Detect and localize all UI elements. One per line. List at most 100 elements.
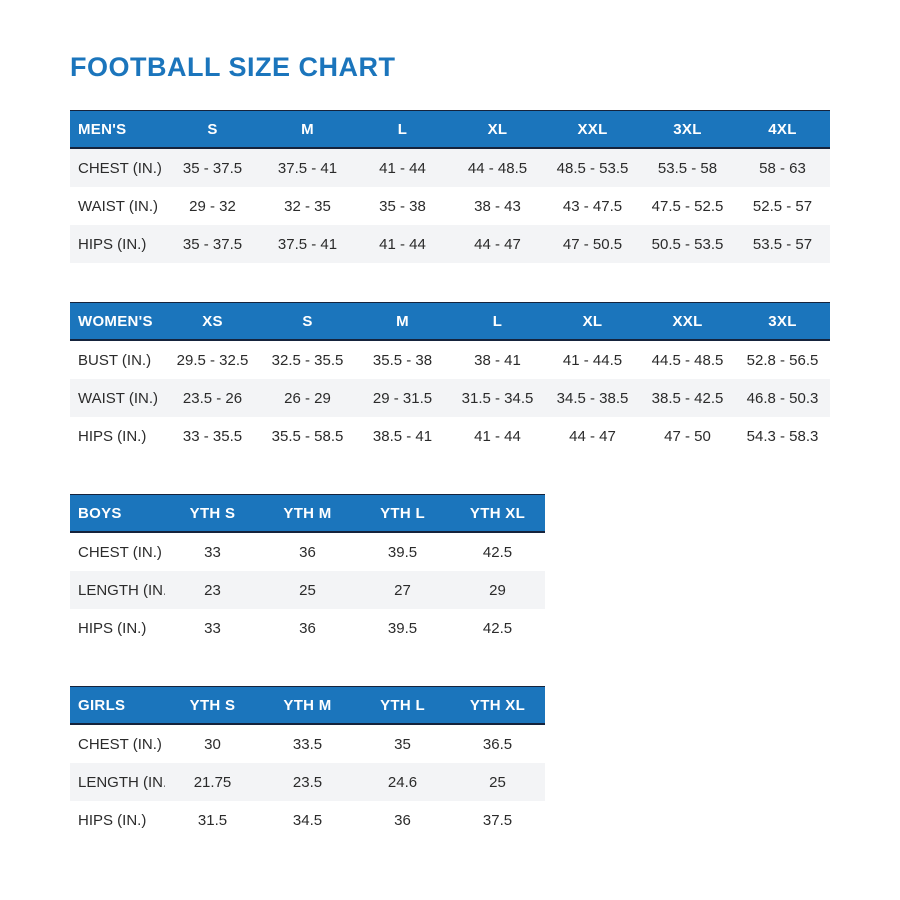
- womens-size-column-header: XXL: [672, 312, 703, 330]
- womens-row-label: WAIST (IN.): [78, 389, 158, 407]
- girls-value-cell: 24.6: [387, 773, 418, 791]
- mens-size-column-header: 3XL: [673, 120, 702, 138]
- mens-size-table: MEN'S S M L XL XXL 3XL 4XL CHEST (IN.) 35 - 37.5 3…: [70, 110, 900, 263]
- mens-size-column-header: 4XL: [768, 120, 797, 138]
- womens-value-cell: 46.8 - 50.3: [746, 389, 819, 407]
- mens-table-row: WAIST (IN.) 29 - 32 32 - 35 35 - 38 38 - 43 4…: [70, 187, 830, 225]
- girls-size-column-header: YTH S: [189, 696, 236, 714]
- womens-table-header: WOMEN'S XS S M L XL XXL 3XL: [70, 302, 830, 341]
- boys-size-column-header: YTH XL: [469, 504, 526, 522]
- girls-value-cell: 33.5: [292, 735, 323, 753]
- boys-size-column-header: YTH L: [380, 504, 425, 522]
- mens-value-cell: 44 - 48.5: [467, 159, 528, 177]
- girls-value-cell: 31.5: [197, 811, 228, 829]
- girls-table-header: GIRLS YTH S YTH M YTH L YTH XL: [70, 686, 545, 725]
- womens-value-cell: 38 - 41: [474, 351, 521, 369]
- womens-row-label: HIPS (IN.): [78, 427, 147, 445]
- girls-value-cell: 25: [489, 773, 506, 791]
- boys-value-cell: 25: [299, 581, 316, 599]
- girls-value-cell: 23.5: [292, 773, 323, 791]
- womens-size-column-header: XL: [582, 312, 603, 330]
- boys-table-row: LENGTH (IN.) 23 25 27 29: [70, 571, 545, 609]
- mens-value-cell: 41 - 44: [379, 159, 426, 177]
- mens-size-column-header: S: [207, 120, 218, 138]
- boys-value-cell: 29: [489, 581, 506, 599]
- womens-value-cell: 26 - 29: [284, 389, 331, 407]
- mens-value-cell: 37.5 - 41: [277, 159, 338, 177]
- womens-value-cell: 54.3 - 58.3: [746, 427, 819, 445]
- womens-table-row: HIPS (IN.) 33 - 35.5 35.5 - 58.5 38.5 - 41 4…: [70, 417, 830, 455]
- womens-value-cell: 35.5 - 38: [372, 351, 433, 369]
- womens-value-cell: 33 - 35.5: [182, 427, 243, 445]
- mens-value-cell: 44 - 47: [474, 235, 521, 253]
- boys-row-label: CHEST (IN.): [78, 543, 162, 561]
- boys-value-cell: 42.5: [482, 619, 513, 637]
- boys-row-label: LENGTH (IN.): [78, 581, 165, 599]
- womens-value-cell: 52.8 - 56.5: [746, 351, 819, 369]
- mens-size-column-header: L: [397, 120, 408, 138]
- womens-size-column-header: XS: [202, 312, 223, 330]
- girls-value-cell: 36.5: [482, 735, 513, 753]
- mens-value-cell: 50.5 - 53.5: [651, 235, 724, 253]
- girls-row-label: HIPS (IN.): [78, 811, 147, 829]
- mens-value-cell: 48.5 - 53.5: [556, 159, 629, 177]
- mens-value-cell: 52.5 - 57: [752, 197, 813, 215]
- mens-value-cell: 29 - 32: [189, 197, 236, 215]
- womens-size-column-header: M: [396, 312, 409, 330]
- boys-table-row: HIPS (IN.) 33 36 39.5 42.5: [70, 609, 545, 647]
- girls-size-table: GIRLS YTH S YTH M YTH L YTH XL CHEST (IN.) 30 3…: [70, 686, 900, 839]
- size-tables-container: MEN'S S M L XL XXL 3XL 4XL CHEST (IN.) 35 - 37.5 3…: [70, 110, 900, 839]
- womens-value-cell: 29 - 31.5: [372, 389, 433, 407]
- boys-table-row: CHEST (IN.) 33 36 39.5 42.5: [70, 533, 545, 571]
- mens-value-cell: 58 - 63: [759, 159, 806, 177]
- mens-size-column-header: M: [301, 120, 314, 138]
- girls-table-row: CHEST (IN.) 30 33.5 35 36.5: [70, 725, 545, 763]
- boys-value-cell: 23: [204, 581, 221, 599]
- womens-table-row: WAIST (IN.) 23.5 - 26 26 - 29 29 - 31.5 31.5…: [70, 379, 830, 417]
- womens-value-cell: 38.5 - 41: [372, 427, 433, 445]
- womens-value-cell: 31.5 - 34.5: [461, 389, 534, 407]
- mens-header-label: MEN'S: [78, 120, 127, 138]
- girls-size-column-header: YTH M: [283, 696, 332, 714]
- womens-size-column-header: S: [302, 312, 313, 330]
- mens-row-label: HIPS (IN.): [78, 235, 147, 253]
- girls-value-cell: 34.5: [292, 811, 323, 829]
- womens-row-label: BUST (IN.): [78, 351, 152, 369]
- girls-value-cell: 30: [204, 735, 221, 753]
- mens-value-cell: 35 - 37.5: [182, 235, 243, 253]
- mens-value-cell: 47.5 - 52.5: [651, 197, 724, 215]
- boys-header-label: BOYS: [78, 504, 122, 522]
- womens-header-label: WOMEN'S: [78, 312, 153, 330]
- mens-value-cell: 32 - 35: [284, 197, 331, 215]
- boys-value-cell: 39.5: [387, 619, 418, 637]
- page-title: FOOTBALL SIZE CHART: [70, 52, 396, 82]
- mens-value-cell: 38 - 43: [474, 197, 521, 215]
- mens-table-row: HIPS (IN.) 35 - 37.5 37.5 - 41 41 - 44 44 - …: [70, 225, 830, 263]
- boys-value-cell: 33: [204, 543, 221, 561]
- womens-value-cell: 29.5 - 32.5: [176, 351, 249, 369]
- girls-header-label: GIRLS: [78, 696, 126, 714]
- boys-size-table: BOYS YTH S YTH M YTH L YTH XL CHEST (IN.) 33 36…: [70, 494, 900, 647]
- womens-value-cell: 35.5 - 58.5: [271, 427, 344, 445]
- mens-value-cell: 37.5 - 41: [277, 235, 338, 253]
- girls-size-column-header: YTH L: [380, 696, 425, 714]
- boys-value-cell: 33: [204, 619, 221, 637]
- boys-row-label: HIPS (IN.): [78, 619, 147, 637]
- boys-size-column-header: YTH M: [283, 504, 332, 522]
- boys-value-cell: 36: [299, 619, 316, 637]
- womens-table-row: BUST (IN.) 29.5 - 32.5 32.5 - 35.5 35.5 - 3…: [70, 341, 830, 379]
- womens-value-cell: 41 - 44.5: [562, 351, 623, 369]
- girls-table-row: LENGTH (IN.) 21.75 23.5 24.6 25: [70, 763, 545, 801]
- mens-value-cell: 43 - 47.5: [562, 197, 623, 215]
- boys-table-header: BOYS YTH S YTH M YTH L YTH XL: [70, 494, 545, 533]
- boys-value-cell: 39.5: [387, 543, 418, 561]
- mens-value-cell: 41 - 44: [379, 235, 426, 253]
- womens-value-cell: 41 - 44: [474, 427, 521, 445]
- mens-row-label: WAIST (IN.): [78, 197, 158, 215]
- womens-value-cell: 23.5 - 26: [182, 389, 243, 407]
- girls-value-cell: 35: [394, 735, 411, 753]
- girls-table-row: HIPS (IN.) 31.5 34.5 36 37.5: [70, 801, 545, 839]
- womens-value-cell: 44.5 - 48.5: [651, 351, 724, 369]
- boys-value-cell: 36: [299, 543, 316, 561]
